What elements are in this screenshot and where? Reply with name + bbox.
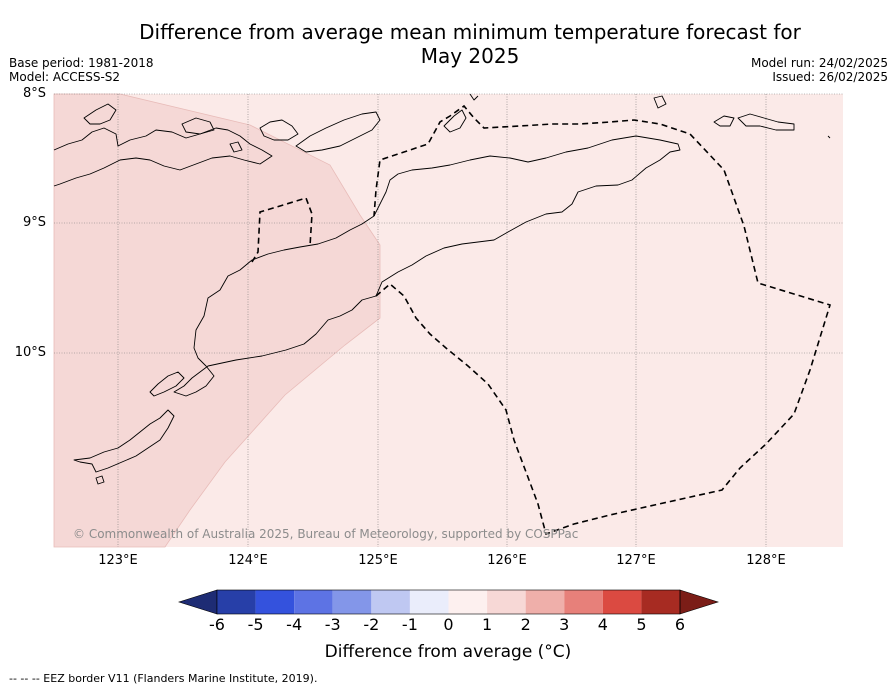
lat-label-10s: 10°S <box>14 345 46 360</box>
title-line-2: May 2025 <box>420 44 520 68</box>
lat-label-9s: 9°S <box>22 215 46 230</box>
adonara-coastline <box>181 117 215 135</box>
eez-footnote: -- -- -- EEZ border V11 (Flanders Marine… <box>9 672 318 685</box>
colorbar-bin <box>487 590 526 614</box>
colorbar-tick-label: 3 <box>559 615 570 634</box>
meta-right: Model run: 24/02/2025 Issued: 26/02/2025 <box>751 56 888 84</box>
lomblen-coastline <box>83 103 117 125</box>
alor-coastline <box>259 119 299 141</box>
colorbar-bin <box>332 590 372 614</box>
colorbar-tick-label: -5 <box>247 615 264 634</box>
map-title: Difference from average mean minimum tem… <box>100 20 840 68</box>
timor-coastline <box>173 135 681 397</box>
lon-label-125e: 125°E <box>358 553 398 568</box>
colorbar-tick-label: -2 <box>363 615 380 634</box>
wetar-coastline <box>295 111 381 153</box>
lon-label-127e: 127°E <box>616 553 656 568</box>
colorbar-tick-label: 1 <box>481 615 493 634</box>
atauro-coastline <box>443 109 467 133</box>
eez-border <box>251 104 832 536</box>
colorbar-bin <box>409 590 449 614</box>
small-island-east <box>827 135 831 139</box>
colorbar-tick-label: -6 <box>209 615 225 634</box>
colorbar-bin <box>217 590 256 614</box>
title-line-1: Difference from average mean minimum tem… <box>139 20 801 44</box>
eez-boundary-west <box>251 197 313 263</box>
colorbar-tick-label: -1 <box>401 615 418 634</box>
colorbar-tick-label: 4 <box>597 615 608 634</box>
anomaly-field-medium <box>53 93 381 548</box>
colorbar-bin <box>448 590 488 614</box>
colorbar-bin <box>641 590 680 614</box>
flores-coastline <box>53 127 273 187</box>
colorbar-bin <box>602 590 642 614</box>
colorbar-tick-label: 6 <box>674 615 686 634</box>
ndao-coastline <box>95 475 105 485</box>
moa-coastline <box>737 113 795 131</box>
colorbar-tick-label: -3 <box>324 615 341 634</box>
lon-label-123e: 123°E <box>98 553 138 568</box>
semau-coastline <box>149 371 185 397</box>
colorbar-frame <box>216 589 681 615</box>
rote-coastline <box>73 409 175 473</box>
colorbar-bin <box>294 590 333 614</box>
colorbar-bin <box>255 590 295 614</box>
eez-boundary-east <box>373 104 832 536</box>
model-name: Model: ACCESS-S2 <box>9 70 121 84</box>
coastlines <box>53 93 831 485</box>
colorbar <box>178 589 719 615</box>
pantar-coastline <box>229 141 243 153</box>
lon-label-126e: 126°E <box>487 553 527 568</box>
colorbar-bin <box>371 590 410 614</box>
colorbar-tick-label: 0 <box>443 615 454 634</box>
lon-label-128e: 128°E <box>746 553 786 568</box>
leti-coastline <box>713 115 735 127</box>
colorbar-tick-label: -4 <box>286 615 303 634</box>
colorbar-over-arrow <box>679 589 719 615</box>
base-period: Base period: 1981-2018 <box>9 56 154 70</box>
colorbar-bin <box>564 590 603 614</box>
colorbar-under-arrow <box>178 589 218 615</box>
kisar-coastline <box>653 95 667 109</box>
lon-label-124e: 124°E <box>228 553 268 568</box>
lat-label-8s: 8°S <box>22 86 46 101</box>
copyright-notice: © Commonwealth of Australia 2025, Bureau… <box>73 527 579 541</box>
gridlines <box>54 93 843 547</box>
colorbar-bin <box>525 590 565 614</box>
colorbar-title: Difference from average (°C) <box>324 642 572 662</box>
meta-left: Base period: 1981-2018 Model: ACCESS-S2 <box>9 56 154 84</box>
issued-date: Issued: 26/02/2025 <box>772 70 888 84</box>
small-island-north <box>469 93 479 101</box>
model-run: Model run: 24/02/2025 <box>750 56 888 70</box>
colorbar-tick-label: 5 <box>636 615 647 634</box>
colorbar-tick-label: 2 <box>520 615 531 634</box>
